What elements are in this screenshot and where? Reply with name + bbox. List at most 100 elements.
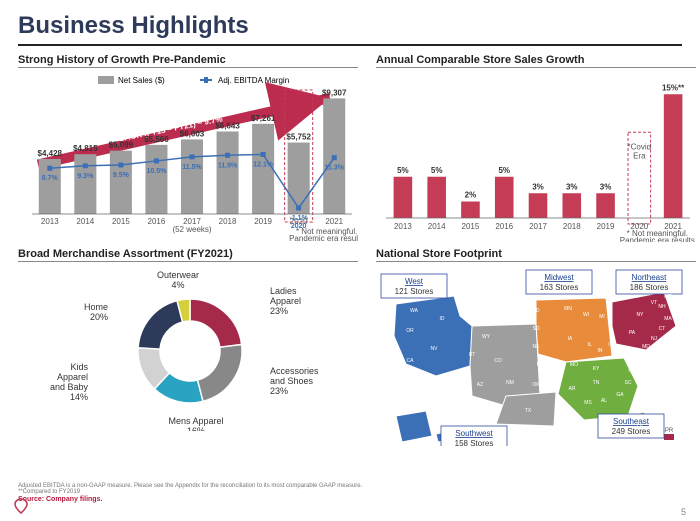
svg-text:2014: 2014 — [76, 217, 94, 226]
svg-text:Home20%: Home20% — [84, 302, 108, 322]
page-number: 5 — [681, 507, 686, 517]
footnotes: Adjusted EBITDA is a non-GAAP measure. P… — [18, 483, 398, 503]
page-title: Business Highlights — [18, 12, 682, 40]
footnote-2: **Compared to FY2019 — [18, 489, 398, 496]
map-panel: National Store Footprint PR West121 Store… — [376, 248, 696, 446]
growth-chart: Net Sales ($)Adj. EBITDA MarginCAGR (FY1… — [18, 72, 358, 242]
svg-text:CT: CT — [659, 326, 666, 332]
svg-text:PR: PR — [665, 428, 674, 434]
svg-text:Midwest: Midwest — [544, 273, 574, 282]
svg-text:NM: NM — [506, 380, 514, 386]
svg-text:DE: DE — [655, 342, 663, 348]
growth-chart-panel: Strong History of Growth Pre-Pandemic Ne… — [18, 54, 358, 242]
svg-text:IA: IA — [568, 336, 573, 342]
svg-text:PA: PA — [629, 330, 636, 336]
svg-text:12.1%: 12.1% — [253, 161, 274, 168]
svg-text:MS: MS — [584, 400, 592, 406]
svg-text:OR: OR — [406, 328, 414, 334]
svg-text:NV: NV — [431, 346, 439, 352]
donut-chart: LadiesApparel23%Accessoriesand Shoes23%M… — [18, 266, 358, 431]
svg-text:West: West — [405, 277, 424, 286]
svg-text:186 Stores: 186 Stores — [630, 283, 669, 292]
source-line: Source: Company filings. — [18, 496, 398, 503]
svg-text:10.5%: 10.5% — [147, 168, 168, 175]
svg-text:5%: 5% — [498, 166, 510, 175]
svg-text:2018: 2018 — [219, 217, 237, 226]
svg-text:158 Stores: 158 Stores — [455, 439, 494, 446]
svg-text:NC: NC — [628, 368, 636, 374]
footnote-1: Adjusted EBITDA is a non-GAAP measure. P… — [18, 483, 398, 490]
svg-text:9.5%: 9.5% — [113, 172, 130, 179]
svg-text:$5,752: $5,752 — [286, 133, 311, 142]
svg-text:Northeast: Northeast — [632, 273, 667, 282]
svg-text:9.3%: 9.3% — [77, 173, 94, 180]
growth-chart-title: Strong History of Growth Pre-Pandemic — [18, 54, 358, 68]
svg-text:LA: LA — [569, 410, 576, 416]
svg-text:*CovidEra: *CovidEra — [628, 142, 652, 160]
svg-text:Net Sales ($): Net Sales ($) — [118, 76, 165, 85]
svg-text:2017(52 weeks): 2017(52 weeks) — [172, 217, 211, 234]
svg-text:AL: AL — [601, 398, 607, 404]
svg-text:3%: 3% — [600, 182, 612, 191]
svg-text:11.3%: 11.3% — [324, 165, 344, 172]
svg-text:VT: VT — [651, 300, 657, 306]
svg-text:$6,003: $6,003 — [180, 129, 205, 138]
svg-text:$5,099: $5,099 — [109, 141, 134, 150]
svg-text:Adj. EBITDA Margin: Adj. EBITDA Margin — [218, 76, 289, 85]
svg-text:2016: 2016 — [148, 217, 166, 226]
svg-text:2015: 2015 — [112, 217, 130, 226]
svg-text:NH: NH — [658, 304, 666, 310]
svg-text:249 Stores: 249 Stores — [612, 427, 651, 436]
svg-text:2021: 2021 — [325, 217, 343, 226]
svg-text:NY: NY — [637, 312, 645, 318]
map-title: National Store Footprint — [376, 248, 696, 262]
svg-text:MN: MN — [564, 306, 572, 312]
svg-text:OH: OH — [608, 342, 616, 348]
svg-text:2%: 2% — [465, 191, 477, 200]
svg-text:Outerwear4%: Outerwear4% — [157, 270, 199, 290]
svg-text:$9,307: $9,307 — [322, 88, 347, 97]
svg-text:11.9%: 11.9% — [218, 162, 238, 169]
svg-text:AZ: AZ — [477, 382, 483, 388]
svg-text:5%: 5% — [431, 166, 443, 175]
donut-panel: Broad Merchandise Assortment (FY2021) La… — [18, 248, 358, 446]
svg-text:ME: ME — [664, 294, 672, 300]
svg-text:8.7%: 8.7% — [42, 175, 59, 182]
svg-text:121 Stores: 121 Stores — [395, 287, 434, 296]
svg-text:MT: MT — [482, 310, 489, 316]
svg-text:WI: WI — [583, 312, 589, 318]
svg-text:KS: KS — [537, 362, 544, 368]
title-rule — [18, 44, 682, 46]
svg-text:2017: 2017 — [529, 222, 547, 231]
svg-text:WA: WA — [410, 308, 419, 314]
svg-text:11.5%: 11.5% — [182, 164, 202, 171]
svg-text:* Not meaningful.Pandemic era: * Not meaningful.Pandemic era results — [620, 229, 695, 242]
svg-text:3%: 3% — [532, 182, 544, 191]
svg-text:2018: 2018 — [563, 222, 581, 231]
svg-text:NE: NE — [533, 344, 541, 350]
svg-text:Southeast: Southeast — [613, 417, 650, 426]
svg-text:IL: IL — [588, 342, 592, 348]
svg-text:$6,643: $6,643 — [215, 121, 240, 130]
donut-title: Broad Merchandise Assortment (FY2021) — [18, 248, 358, 262]
svg-text:IN: IN — [598, 348, 603, 354]
svg-text:15%**: 15%** — [662, 83, 685, 92]
svg-text:SD: SD — [533, 326, 540, 332]
comp-sales-chart: 5%20135%20142%20155%20163%20173%20183%20… — [376, 72, 696, 242]
svg-text:ND: ND — [532, 308, 540, 314]
svg-text:2013: 2013 — [41, 217, 59, 226]
svg-text:CA: CA — [407, 358, 415, 364]
svg-text:ID: ID — [440, 316, 445, 322]
svg-text:MD: MD — [642, 344, 650, 350]
svg-text:2019: 2019 — [254, 217, 272, 226]
svg-text:GA: GA — [616, 392, 624, 398]
svg-text:Southwest: Southwest — [455, 429, 493, 438]
svg-text:$5,566: $5,566 — [144, 135, 169, 144]
svg-text:SC: SC — [625, 380, 632, 386]
svg-text:OK: OK — [532, 382, 540, 388]
brand-logo-icon — [10, 495, 32, 517]
svg-text:AR: AR — [569, 386, 576, 392]
svg-text:UT: UT — [469, 352, 476, 358]
svg-text:TX: TX — [525, 408, 532, 414]
svg-text:2013: 2013 — [394, 222, 412, 231]
